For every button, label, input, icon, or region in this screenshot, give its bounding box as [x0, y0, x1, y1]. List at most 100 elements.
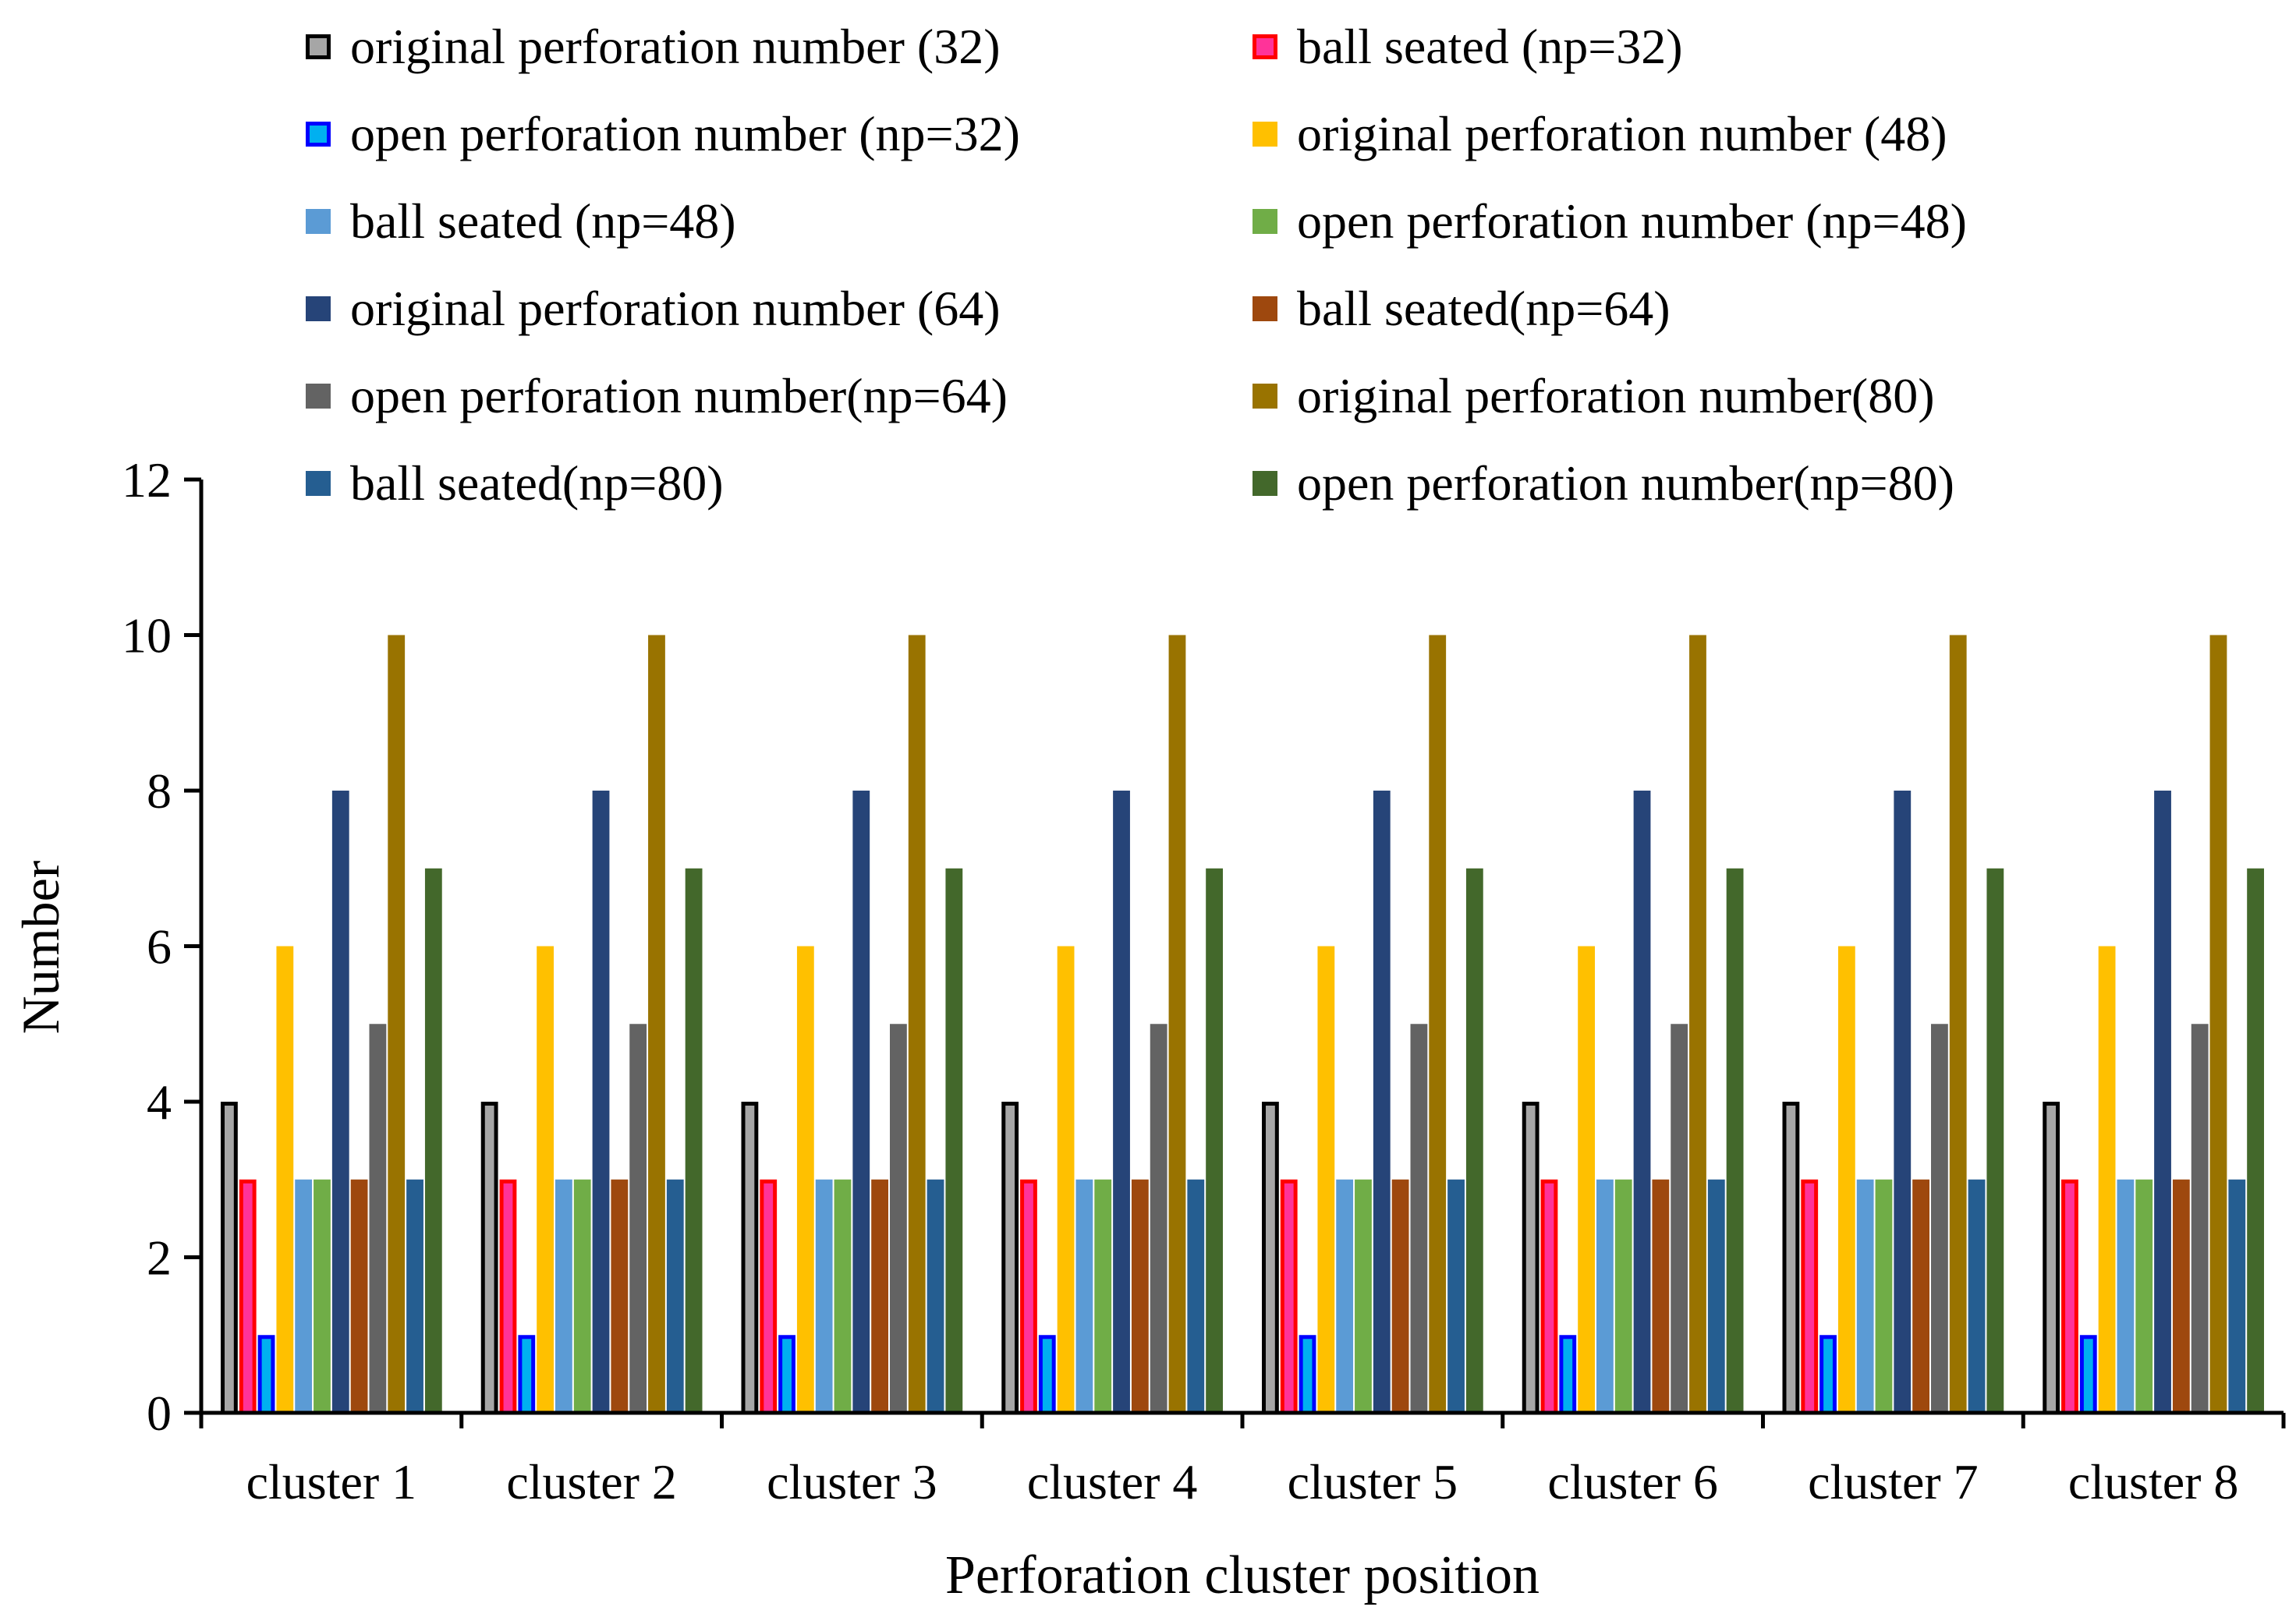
bar [369, 1024, 387, 1413]
bar [573, 1179, 591, 1413]
bar [1187, 1179, 1205, 1413]
bar [1336, 1179, 1354, 1413]
legend-label: ball seated (np=32) [1297, 19, 1683, 74]
x-tick-label: cluster 3 [767, 1454, 937, 1510]
legend-label: original perforation number(80) [1297, 368, 1935, 423]
bar [741, 1102, 759, 1415]
bar [1837, 946, 1855, 1413]
legend-label: open perforation number(np=64) [350, 368, 1008, 423]
bar [871, 1179, 888, 1413]
legend-swatch [306, 34, 331, 59]
bar [908, 635, 926, 1413]
bar [1707, 1179, 1725, 1413]
legend-swatch [306, 209, 331, 234]
bar [1856, 1179, 1874, 1413]
y-tick-label: 10 [122, 608, 172, 664]
bar [388, 635, 406, 1413]
bar [1986, 868, 2004, 1413]
bar [2117, 1179, 2135, 1413]
bar [1968, 1179, 1986, 1413]
legend-label: original perforation number (64) [350, 281, 1001, 336]
bar [331, 791, 349, 1413]
bar [1726, 868, 1744, 1413]
bar [518, 1335, 536, 1415]
bar [1410, 1024, 1428, 1413]
bar [629, 1024, 647, 1413]
bar [424, 868, 442, 1413]
bar [2191, 1024, 2209, 1413]
bar [796, 946, 814, 1413]
x-tick-label: cluster 5 [1288, 1454, 1458, 1510]
bar [1894, 791, 1912, 1413]
bar [1689, 635, 1706, 1413]
x-tick-label: cluster 7 [1808, 1454, 1979, 1510]
legend-label: ball seated(np=80) [350, 455, 724, 511]
legend-label: original perforation number (48) [1297, 106, 1947, 161]
bar [480, 1102, 498, 1415]
bar [1559, 1335, 1577, 1415]
bar [2135, 1179, 2153, 1413]
bar [1075, 1179, 1093, 1413]
y-axis-label: Number [11, 860, 70, 1034]
bar [2061, 1179, 2078, 1415]
legend-label: ball seated (np=48) [350, 193, 736, 249]
y-tick-label: 8 [147, 763, 172, 819]
bar [2228, 1179, 2246, 1413]
bar [350, 1179, 368, 1413]
bar [499, 1179, 517, 1415]
bar [1429, 635, 1447, 1413]
bar [592, 791, 610, 1413]
legend-label: ball seated(np=64) [1297, 281, 1671, 336]
legend-swatch [1253, 384, 1277, 409]
bar [1671, 1024, 1688, 1413]
bar [221, 1102, 238, 1415]
legend-swatch [1253, 296, 1277, 321]
legend-swatch [306, 471, 331, 496]
bar [314, 1179, 331, 1413]
bar [1931, 1024, 1948, 1413]
bar [611, 1179, 629, 1413]
legend-swatch [306, 296, 331, 321]
bar [537, 946, 554, 1413]
legend-swatch [1253, 209, 1277, 234]
bar [648, 635, 665, 1413]
x-tick-label: cluster 4 [1027, 1454, 1198, 1510]
bar [1038, 1335, 1056, 1415]
bar [295, 1179, 313, 1413]
bar [2172, 1179, 2190, 1413]
bar [778, 1335, 795, 1415]
bar [1522, 1102, 1540, 1415]
bar [1355, 1179, 1372, 1413]
bar [1020, 1179, 1037, 1415]
bar [666, 1179, 684, 1413]
bar [1113, 791, 1130, 1413]
bar [927, 1179, 944, 1413]
bar [2209, 635, 2227, 1413]
y-tick-label: 2 [147, 1230, 172, 1286]
bar [276, 946, 294, 1413]
bar [852, 791, 870, 1413]
bar [1782, 1102, 1800, 1415]
bar [2154, 791, 2171, 1413]
bar [1912, 1179, 1929, 1413]
bar [815, 1179, 833, 1413]
bar [1280, 1179, 1298, 1415]
bar [239, 1179, 257, 1415]
bar [1150, 1024, 1167, 1413]
bar [1391, 1179, 1409, 1413]
y-tick-label: 6 [147, 919, 172, 975]
bar [685, 868, 703, 1413]
legend-swatch [1253, 122, 1277, 147]
bar [2079, 1335, 2097, 1415]
y-tick-label: 12 [122, 452, 172, 508]
bar [1465, 868, 1483, 1413]
bar [1447, 1179, 1465, 1413]
bar [890, 1024, 907, 1413]
bar [1317, 946, 1335, 1413]
bar [1299, 1335, 1316, 1415]
legend: original perforation number (32) ball sea… [306, 19, 1967, 511]
x-tick-label: cluster 8 [2068, 1454, 2239, 1510]
bar [1875, 1179, 1893, 1413]
